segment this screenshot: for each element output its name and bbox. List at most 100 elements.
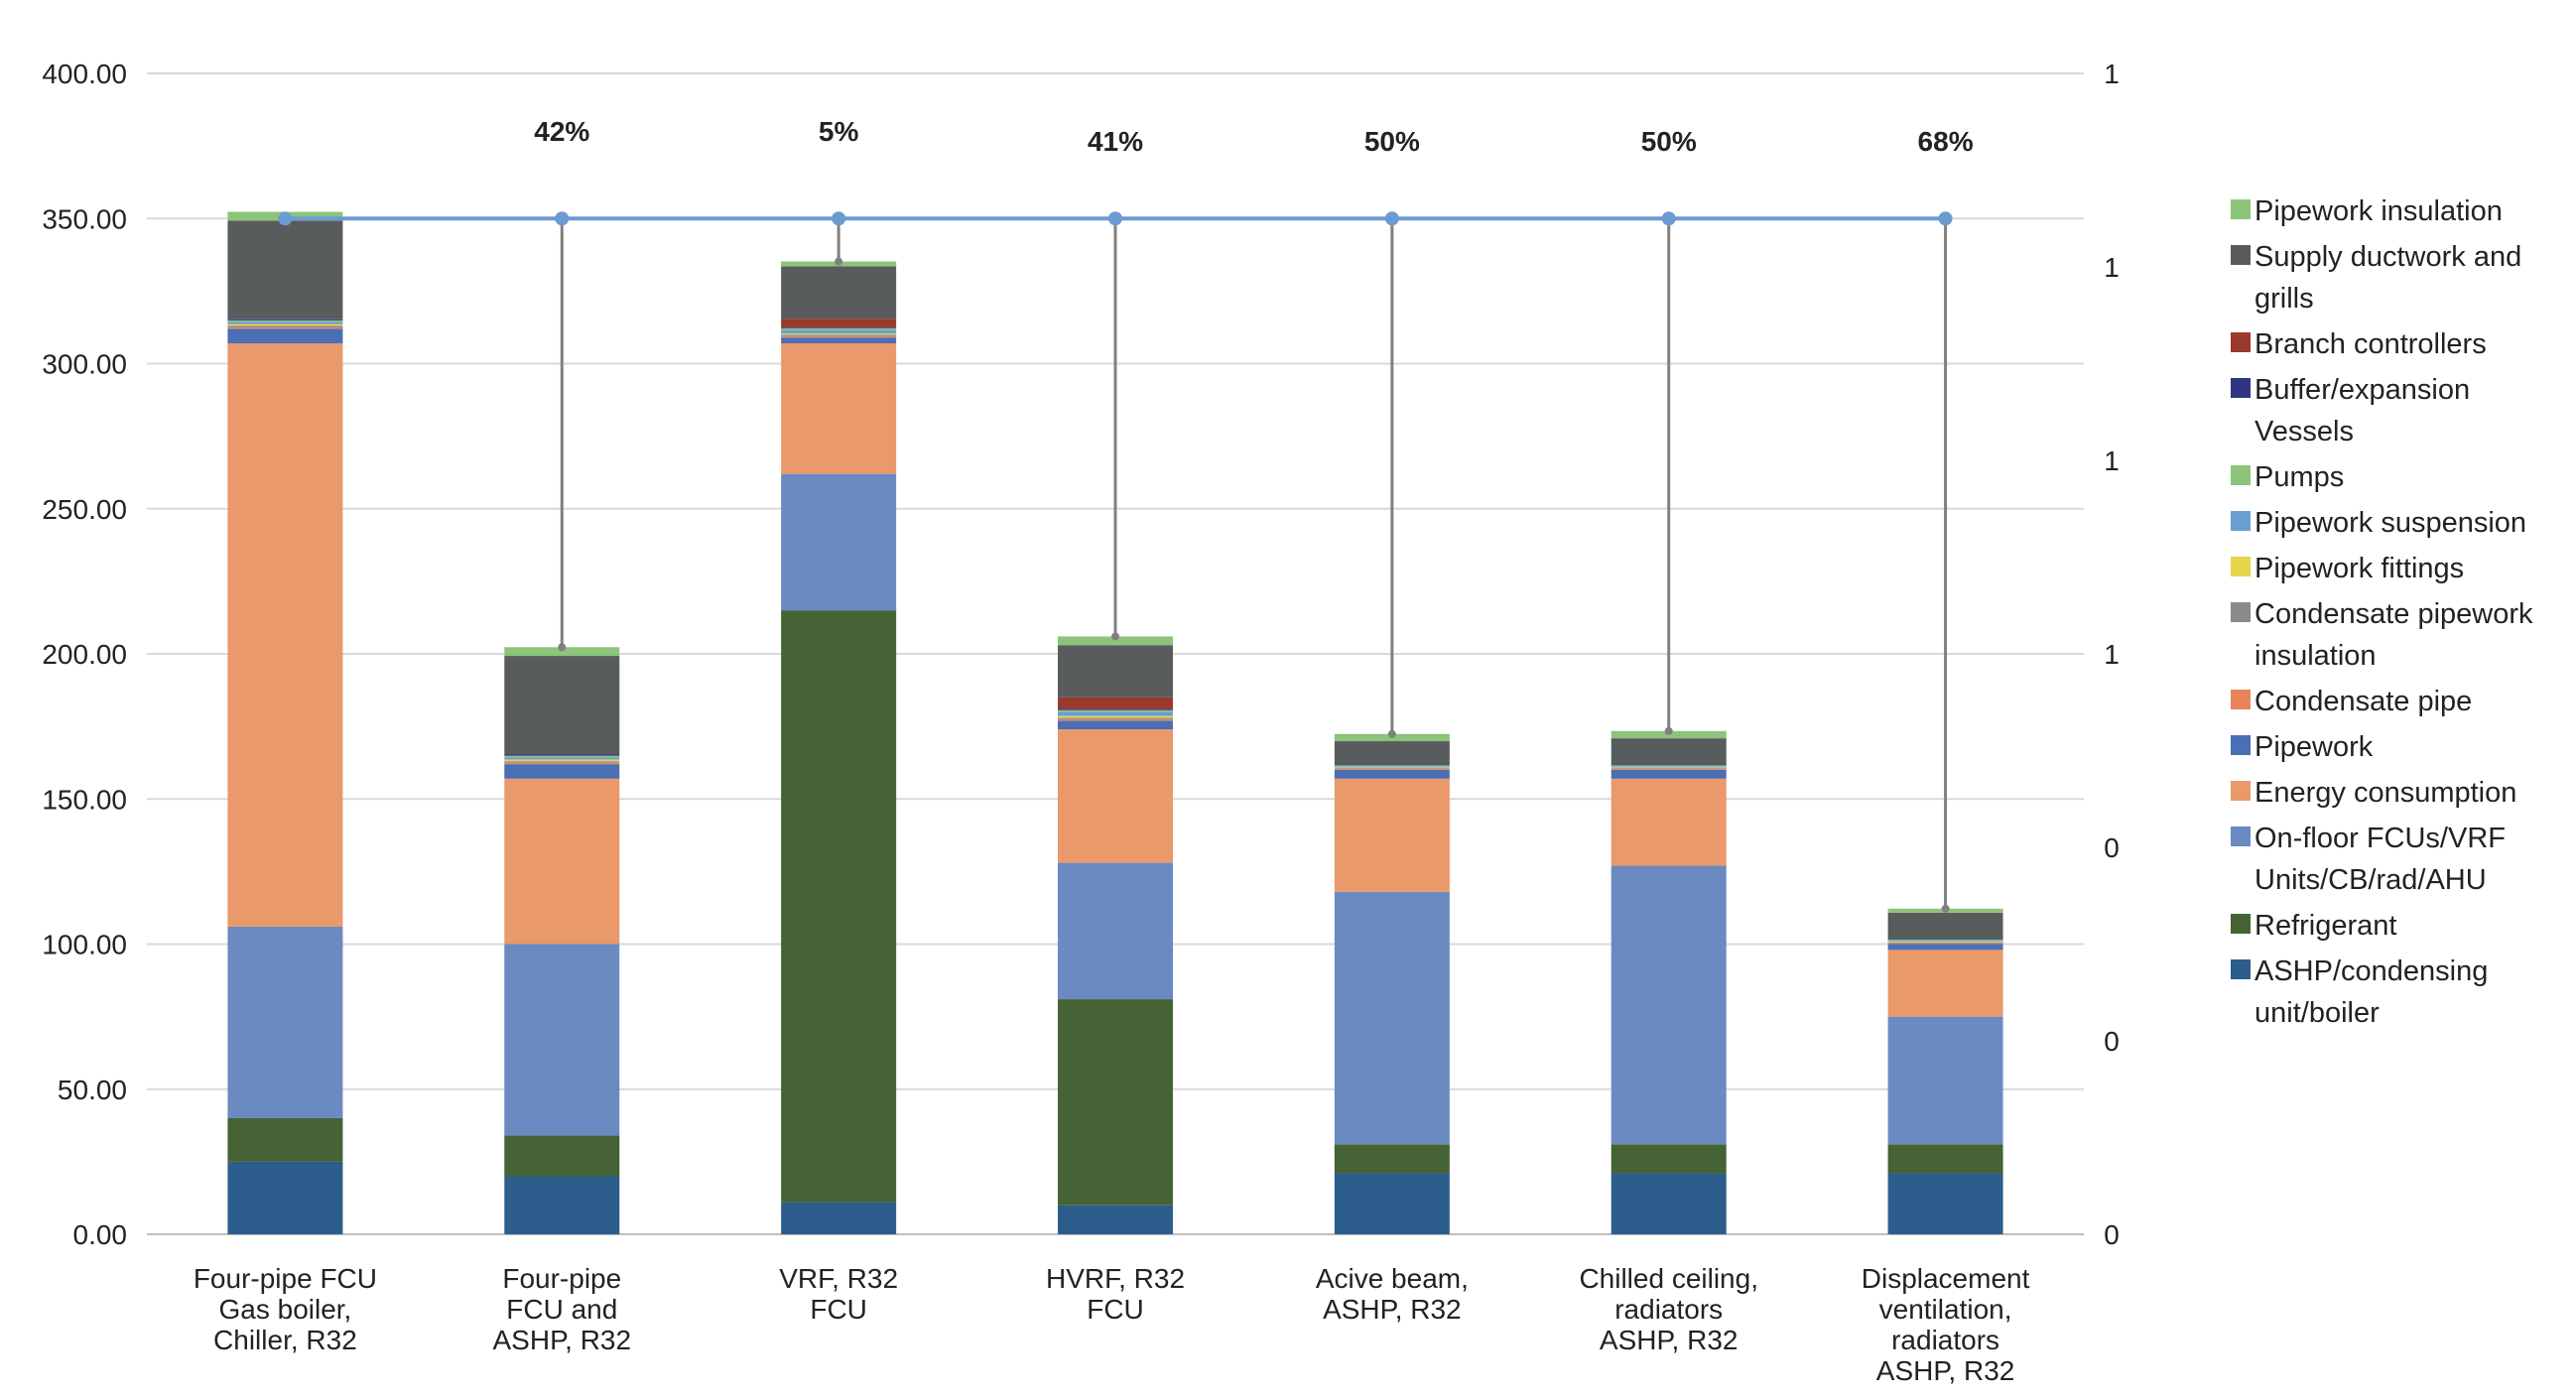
legend-item: Pipework suspension	[2231, 507, 2526, 539]
bar-stack-1	[227, 211, 343, 1234]
bar-stack-3	[781, 261, 897, 1234]
bar-segment	[1058, 862, 1173, 1000]
bar-stack-7	[1887, 908, 2003, 1234]
x-tick-label-line: ventilation,	[1879, 1294, 2012, 1325]
bar-segment	[1610, 865, 1727, 1145]
y-tick-label: 250.00	[42, 494, 127, 525]
bar-stack-5	[1334, 733, 1450, 1234]
bar-segment	[1058, 718, 1173, 721]
legend-label-line: Pipework	[2254, 731, 2374, 763]
legend-swatch	[2231, 378, 2251, 398]
x-tick-label-line: ASHP, R32	[1323, 1294, 1462, 1325]
x-axis: Four-pipe FCU Gas boiler, Chiller, R32Four…	[193, 1263, 2030, 1386]
legend-label: ASHP/condensing unit/boiler	[2254, 955, 2488, 1029]
bar-segment	[1887, 912, 2003, 940]
x-tick-label: Chilled ceiling, radiators ASHP, R32	[1579, 1263, 1758, 1355]
bar-segment	[1334, 769, 1450, 770]
legend-label-line: Condensate pipework	[2254, 598, 2533, 630]
x-tick-label-line: Gas boiler,	[218, 1294, 351, 1325]
legend-swatch	[2231, 781, 2251, 801]
bar-segment	[504, 656, 620, 755]
x-tick-label: Four-pipe FCU Gas boiler, Chiller, R32	[193, 1263, 377, 1355]
legend-label: Pipework fittings	[2254, 553, 2464, 584]
y-tick-label: 400.00	[42, 59, 127, 89]
drop-line-end	[1387, 729, 1396, 738]
percent-label: 5%	[819, 116, 859, 147]
x-tick-label-line: FCU	[810, 1294, 867, 1325]
bar-segment	[227, 343, 343, 927]
bar-segment	[1058, 999, 1173, 1206]
y-tick-label: 50.00	[58, 1075, 127, 1105]
bar-segment	[1334, 1144, 1450, 1174]
legend-swatch	[2231, 245, 2251, 265]
bar-segment	[1058, 1205, 1173, 1234]
x-tick-label-line: VRF, R32	[779, 1263, 898, 1294]
legend-label-line: insulation	[2254, 640, 2377, 672]
bar-segment	[1334, 770, 1450, 779]
bar-segment	[781, 1202, 897, 1234]
x-tick-label-line: HVRF, R32	[1046, 1263, 1185, 1294]
bar-segment	[1610, 765, 1727, 767]
x-tick-label-line: radiators	[1891, 1325, 1999, 1355]
bar-segment	[227, 318, 343, 320]
y-tick-label: 150.00	[42, 784, 127, 815]
x-tick-label-line: Chilled ceiling,	[1579, 1263, 1758, 1294]
bar-segment	[1610, 1144, 1727, 1174]
x-tick-label-line: Acive beam,	[1316, 1263, 1469, 1294]
legend-swatch	[2231, 914, 2251, 934]
percent-label: 50%	[1364, 126, 1420, 157]
x-tick-label-line: Displacement	[1862, 1263, 2030, 1294]
bar-segment	[1058, 717, 1173, 719]
legend-label-line: Buffer/expansion	[2254, 374, 2470, 406]
bar-segment	[1334, 741, 1450, 765]
percentage-labels: 42% 5% 41% 50% 50% 68%	[534, 116, 1973, 157]
legend-label: Pipework suspension	[2254, 507, 2526, 539]
y2-tick-label: 1	[2104, 59, 2120, 89]
bar-segment	[781, 334, 897, 336]
legend-label: Refrigerant	[2254, 910, 2396, 942]
legend-label-line: Pipework suspension	[2254, 507, 2526, 539]
x-tick-label-line: FCU	[1087, 1294, 1144, 1325]
x-tick-label-line: ASHP, R32	[1600, 1325, 1739, 1355]
legend-item: Condensate pipework insulation	[2231, 598, 2533, 672]
bar-segment	[1610, 770, 1727, 779]
bar-segment	[1887, 940, 2003, 941]
bar-segment	[781, 337, 897, 344]
bar-segment	[781, 327, 897, 330]
bar-stack-2	[504, 647, 620, 1234]
bar-segment	[1058, 720, 1173, 730]
bar-segment	[1058, 729, 1173, 863]
legend-label-line: grills	[2254, 283, 2314, 315]
bar-stack-6	[1610, 730, 1727, 1234]
bar-segment	[227, 325, 343, 327]
legend-label: Condensate pipework insulation	[2254, 598, 2533, 672]
x-tick-label-line: FCU and	[506, 1294, 617, 1325]
legend-item: Branch controllers	[2231, 328, 2487, 360]
bar-segment	[1887, 943, 2003, 945]
bar-segment	[1058, 708, 1173, 710]
line-marker	[555, 211, 570, 226]
x-tick-label-line: Four-pipe FCU	[193, 1263, 377, 1294]
legend-label: Supply ductwork and grills	[2254, 241, 2521, 315]
line-marker	[1384, 211, 1399, 226]
bar-segment	[1887, 939, 2003, 941]
x-tick-label: VRF, R32 FCU	[779, 1263, 898, 1325]
percent-label: 42%	[534, 116, 589, 147]
legend-label: Pipework insulation	[2254, 195, 2503, 227]
bar-segment	[504, 764, 620, 779]
bar-segment	[504, 944, 620, 1136]
x-tick-label: Displacement ventilation, radiators ASHP, R…	[1862, 1263, 2030, 1386]
y-tick-label: 100.00	[42, 930, 127, 960]
y2-tick-label: 0	[2104, 832, 2120, 863]
bar-segment	[227, 1161, 343, 1234]
legend-item: Pumps	[2231, 461, 2344, 493]
bar-segment	[504, 1176, 620, 1234]
y2-tick-label: 1	[2104, 639, 2120, 670]
bar-segment	[1610, 767, 1727, 769]
bar-segment	[781, 473, 897, 611]
legend-swatch	[2231, 602, 2251, 622]
legend-label: Energy consumption	[2254, 777, 2516, 809]
legend-swatch	[2231, 690, 2251, 709]
bar-segment	[1058, 697, 1173, 709]
